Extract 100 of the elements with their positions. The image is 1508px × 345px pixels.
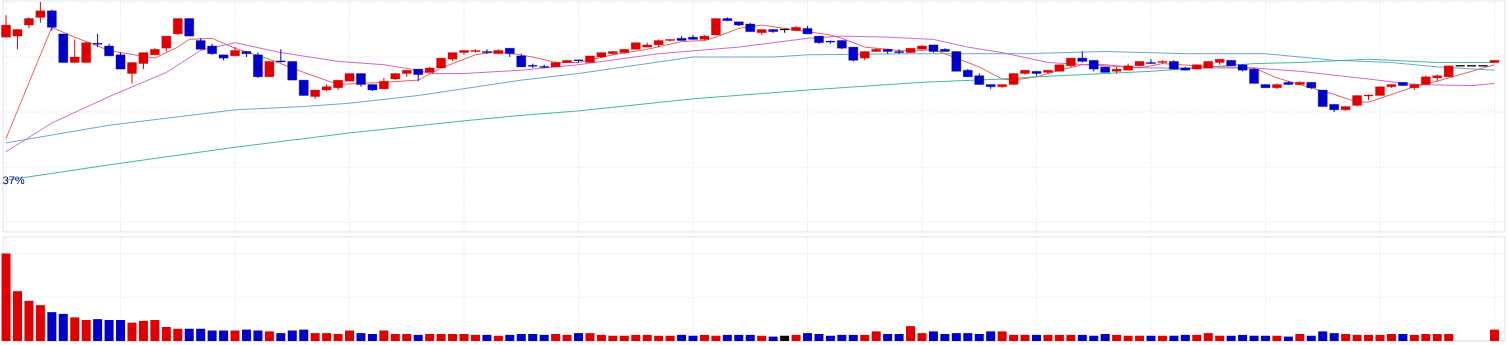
bar [688,335,698,341]
bar [1260,335,1270,341]
bar [768,336,778,341]
bar [917,333,927,341]
bar [276,333,286,341]
bar [1112,334,1122,341]
bar [322,333,332,341]
bar [997,331,1007,341]
bar [345,330,355,341]
bar [1,253,11,341]
bar [1409,334,1419,341]
bar [551,333,561,341]
bar [814,333,824,341]
bar [379,330,389,341]
bar [1306,335,1316,341]
bar [585,333,595,341]
bar [1123,335,1133,341]
bar [1054,334,1064,341]
bar [138,320,148,341]
bar [425,333,435,341]
bar [58,313,68,341]
bar [619,335,629,341]
bar [1043,334,1053,341]
bar [310,333,320,341]
bar [241,329,251,341]
bar [35,305,45,341]
bar [1226,335,1236,341]
bar [1169,335,1179,341]
bar [448,333,458,341]
bar [1318,331,1328,341]
bar [161,327,171,341]
bar [24,300,34,341]
bar [516,333,526,341]
bar [402,333,412,341]
bar [493,335,503,341]
bar [722,334,732,341]
bar [1031,334,1041,341]
bar [264,331,274,341]
bar [745,334,755,341]
bar [642,334,652,341]
bar [539,334,549,341]
candlestick [1146,58,1156,65]
bar [711,335,721,341]
bar [1135,335,1145,341]
bar [1386,333,1396,341]
bar [1157,335,1167,341]
bar [1192,334,1202,341]
bar [390,333,400,341]
bar [951,333,961,341]
bar [665,335,675,341]
bar [116,320,126,341]
bar [848,334,858,341]
bar [906,326,916,341]
bar [654,335,664,341]
bar [986,331,996,341]
bar [1489,329,1499,341]
bar [1020,334,1030,341]
bar [1329,333,1339,341]
bar [562,334,572,341]
bar [791,334,801,341]
bar [1089,335,1099,341]
bar [940,333,950,341]
bar [196,328,206,341]
bar [470,334,480,341]
bar [333,333,343,341]
bar [528,333,538,341]
bar [505,334,515,341]
bar [963,333,973,341]
bar [127,322,137,341]
bar [1146,335,1156,341]
candlestick [35,1,46,24]
bar [1444,333,1454,341]
bar [413,334,423,341]
bar [70,317,80,341]
bar [1432,333,1442,341]
bar [928,331,938,341]
bar [1283,336,1293,341]
bar [757,335,767,341]
bar [837,334,847,341]
bar [459,333,469,341]
bar [253,330,263,341]
bar [287,330,297,341]
bar [1398,333,1408,341]
bar [734,334,744,341]
bar [608,335,618,341]
bar [150,320,160,341]
bar [574,333,584,341]
bar [1066,334,1076,341]
bar [207,330,217,341]
bar [1203,333,1213,341]
bar [1249,335,1259,341]
bar [47,312,57,341]
bar [883,333,893,341]
bar [299,329,309,341]
candlestick [482,48,492,55]
bar [871,331,881,341]
bar [1180,334,1190,341]
bar [1077,334,1087,341]
bar [356,333,366,341]
bar [184,328,194,341]
